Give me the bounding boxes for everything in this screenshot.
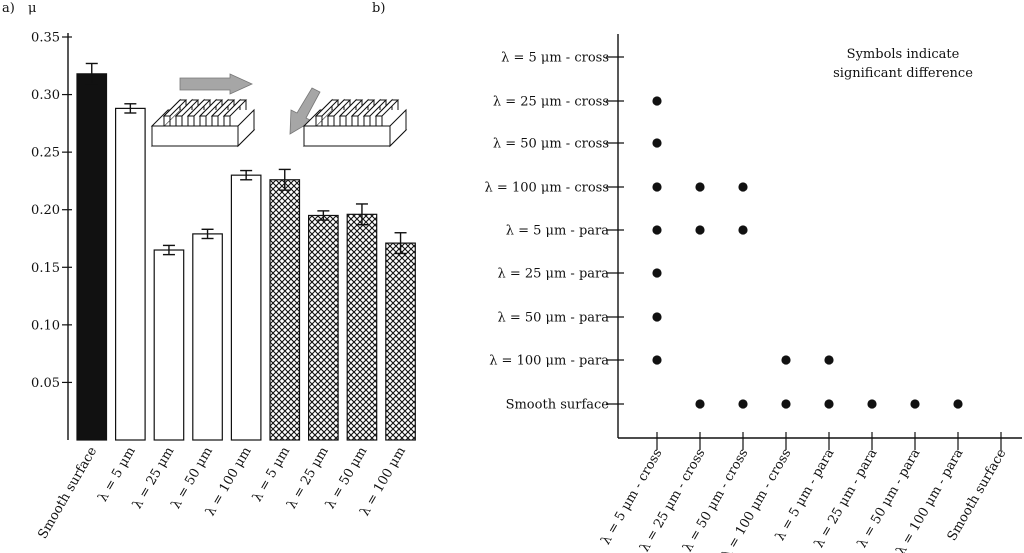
error-bar — [162, 244, 175, 256]
significance-dot — [695, 225, 705, 235]
x-category-label: λ = 5 μm — [96, 445, 139, 505]
significance-dot — [824, 399, 834, 409]
panel-b-axes — [606, 34, 1022, 450]
significance-dot — [652, 182, 662, 192]
significance-dot — [738, 399, 748, 409]
significance-dot — [781, 355, 791, 365]
y-row-label: λ = 100 μm - para — [489, 354, 609, 369]
error-bar — [278, 168, 291, 191]
panel-a-bar-chart: a) μ 0.05 0.10 0.15 0.20 0.25 0.30 0.35 Smooth … — [2, 1, 416, 542]
panel-b-label: b) — [372, 1, 385, 16]
grooved-block-perpendicular-arrow-icon — [150, 73, 256, 148]
significance-dot — [953, 399, 963, 409]
y-tick-label: 0.10 — [31, 318, 60, 333]
significance-dot — [781, 399, 791, 409]
y-tick-label: 0.35 — [31, 31, 60, 46]
bar — [153, 249, 185, 441]
error-bar — [355, 203, 368, 226]
bar — [269, 179, 301, 441]
significance-dot — [652, 96, 662, 106]
significance-dot — [910, 399, 920, 409]
significance-dot — [652, 355, 662, 365]
bar — [192, 233, 223, 441]
significance-dot — [695, 399, 705, 409]
y-row-label: λ = 25 μm - para — [497, 267, 609, 282]
panel-a-axes — [62, 33, 72, 440]
y-row-label: λ = 5 μm - para — [506, 224, 610, 239]
significance-dot — [824, 355, 834, 365]
error-bar — [240, 169, 253, 181]
significance-dot — [695, 182, 705, 192]
significance-note-line1: Symbols indicate — [847, 47, 960, 62]
bar — [346, 213, 378, 441]
error-bar — [201, 228, 214, 240]
y-tick-label: 0.20 — [31, 203, 60, 218]
significance-dot — [652, 225, 662, 235]
panel-a-label: a) — [2, 1, 15, 16]
y-row-label: λ = 5 μm - cross — [501, 51, 609, 66]
panel-b-significance-matrix: b) Symbols indicate significant differen… — [372, 1, 1022, 553]
error-bar — [85, 62, 98, 85]
bar — [308, 214, 339, 441]
error-bar — [317, 210, 330, 221]
bar — [114, 107, 146, 441]
y-tick-label: 0.30 — [31, 88, 60, 103]
y-row-label: λ = 50 μm - cross — [493, 137, 609, 152]
bar — [385, 242, 416, 441]
y-tick-label: 0.05 — [31, 376, 60, 391]
x-category-label: λ = 5 μm — [250, 445, 293, 505]
panel-a-bars — [76, 62, 416, 441]
significance-dot — [652, 268, 662, 278]
significance-note-line2: significant difference — [833, 66, 973, 81]
x-category-label: Smooth surface — [36, 444, 101, 541]
error-bar — [394, 232, 407, 255]
y-row-label: λ = 50 μm - para — [497, 311, 609, 326]
significance-dot — [867, 399, 877, 409]
y-row-label: λ = 25 μm - cross — [493, 95, 609, 110]
y-row-label: Smooth surface — [506, 398, 610, 413]
grooved-block-parallel-arrow-icon — [289, 87, 408, 148]
y-tick-label: 0.25 — [31, 146, 60, 161]
y-row-label: λ = 100 μm - cross — [485, 181, 609, 196]
significance-dot — [652, 138, 662, 148]
error-bar — [124, 103, 137, 114]
bar — [230, 174, 262, 441]
panel-b-y-labels: λ = 5 μm - cross λ = 25 μm - cross λ = 50 … — [485, 51, 610, 413]
significance-dot — [738, 225, 748, 235]
panel-b-points — [652, 96, 963, 409]
panel-a-ylabel: μ — [28, 1, 36, 16]
y-tick-label: 0.15 — [31, 261, 60, 276]
bar — [76, 73, 108, 441]
significance-dot — [738, 182, 748, 192]
significance-dot — [652, 312, 662, 322]
